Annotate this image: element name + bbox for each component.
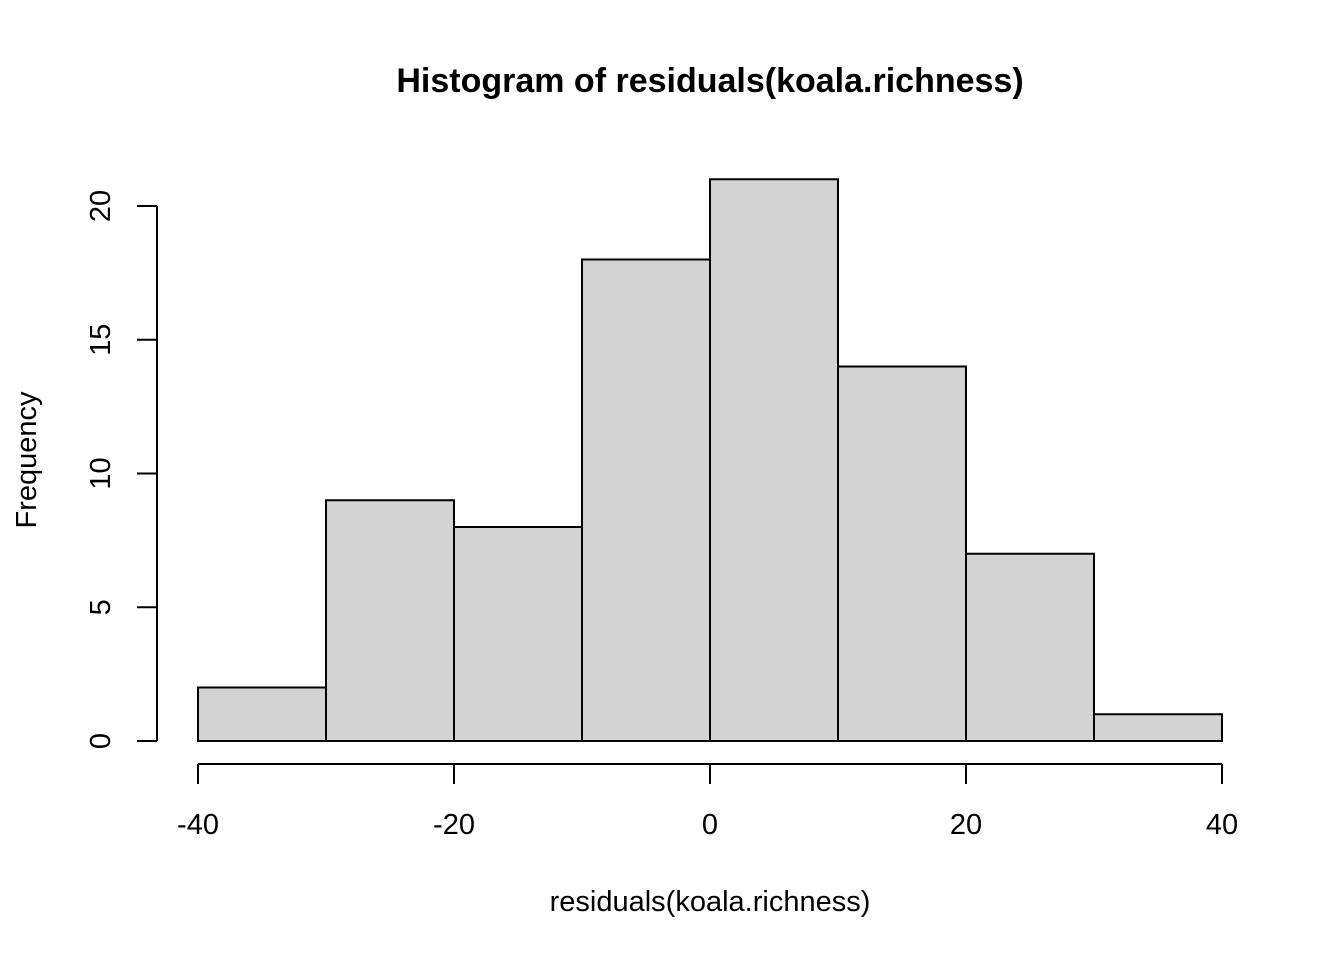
histogram-bar-7 bbox=[1093, 713, 1223, 742]
x-axis-label: residuals(koala.richness) bbox=[550, 886, 871, 918]
x-axis: -40 -20 0 20 40 bbox=[177, 763, 1238, 841]
x-tick-label: 0 bbox=[702, 809, 718, 841]
histogram-bar-1 bbox=[325, 499, 455, 742]
x-tick-label: 20 bbox=[950, 809, 982, 841]
x-tick-label: -40 bbox=[177, 809, 219, 841]
histogram-bar-0 bbox=[197, 686, 327, 742]
y-axis: 0 5 10 15 20 bbox=[85, 190, 158, 749]
histogram-bar-2 bbox=[453, 526, 583, 742]
x-tick-label: 40 bbox=[1206, 809, 1238, 841]
y-tick-label: 20 bbox=[85, 190, 117, 222]
bars-group bbox=[197, 178, 1223, 742]
histogram-bar-5 bbox=[837, 365, 967, 742]
y-axis-label: Frequency bbox=[11, 391, 43, 529]
histogram-bar-6 bbox=[965, 552, 1095, 742]
y-tick-label: 0 bbox=[85, 733, 117, 749]
histogram-bar-3 bbox=[581, 258, 711, 742]
y-tick-label: 15 bbox=[85, 324, 117, 356]
y-tick-label: 10 bbox=[85, 457, 117, 489]
histogram-bar-4 bbox=[709, 178, 839, 742]
chart-title: Histogram of residuals(koala.richness) bbox=[396, 62, 1023, 100]
x-tick-label: -20 bbox=[433, 809, 475, 841]
y-tick-label: 5 bbox=[85, 599, 117, 615]
